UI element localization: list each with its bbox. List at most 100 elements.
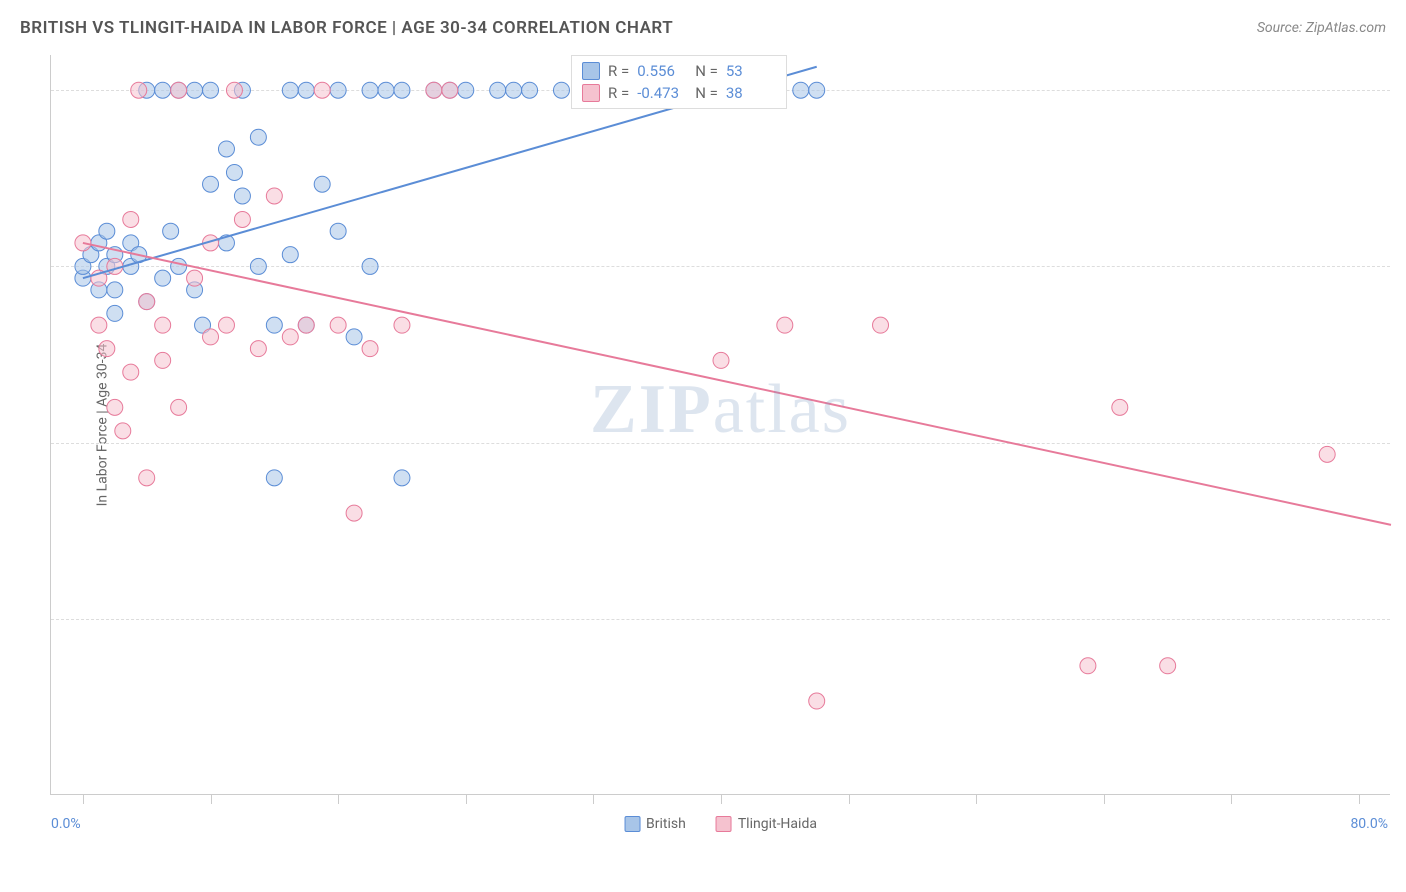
data-point	[163, 223, 179, 239]
data-point	[314, 176, 330, 192]
data-point	[99, 341, 115, 357]
chart-area: In Labor Force | Age 30-34 100.0%85.0%70…	[50, 55, 1390, 795]
data-point	[171, 258, 187, 274]
legend-item: British	[624, 816, 686, 832]
stats-row: R = 0.556 N = 53	[582, 60, 776, 82]
xaxis-min-label: 0.0%	[51, 816, 81, 832]
data-point	[506, 82, 522, 98]
data-point	[394, 82, 410, 98]
chart-source: Source: ZipAtlas.com	[1257, 20, 1386, 36]
xtick	[593, 794, 594, 804]
data-point	[155, 317, 171, 333]
xtick	[1359, 794, 1360, 804]
ytick-label: 55.0%	[1400, 611, 1406, 627]
legend-label: Tlingit-Haida	[738, 816, 817, 832]
data-point	[314, 82, 330, 98]
data-point	[203, 176, 219, 192]
data-point	[1319, 446, 1335, 462]
data-point	[155, 82, 171, 98]
data-point	[107, 399, 123, 415]
data-point	[1160, 658, 1176, 674]
legend-swatch-icon	[582, 84, 600, 102]
stats-box: R = 0.556 N = 53 R = -0.473 N = 38	[571, 55, 787, 109]
data-point	[155, 352, 171, 368]
xtick	[1231, 794, 1232, 804]
legend-item: Tlingit-Haida	[716, 816, 817, 832]
data-point	[394, 470, 410, 486]
xtick	[211, 794, 212, 804]
data-point	[250, 129, 266, 145]
data-point	[218, 141, 234, 157]
data-point	[250, 341, 266, 357]
data-point	[793, 82, 809, 98]
data-point	[171, 82, 187, 98]
data-point	[490, 82, 506, 98]
data-point	[394, 317, 410, 333]
data-point	[187, 82, 203, 98]
data-point	[99, 223, 115, 239]
ytick-label: 70.0%	[1400, 435, 1406, 451]
chart-title: BRITISH VS TLINGIT-HAIDA IN LABOR FORCE …	[20, 18, 673, 38]
legend-swatch-icon	[582, 62, 600, 80]
stat-r-value: -0.473	[637, 84, 687, 102]
stat-r-label: R =	[608, 62, 629, 80]
xaxis-max-label: 80.0%	[1350, 816, 1388, 832]
data-point	[282, 329, 298, 345]
xtick	[721, 794, 722, 804]
legend-swatch-icon	[624, 816, 640, 832]
data-point	[873, 317, 889, 333]
data-point	[250, 258, 266, 274]
scatter-plot	[51, 55, 1390, 794]
data-point	[282, 82, 298, 98]
data-point	[91, 317, 107, 333]
data-point	[203, 82, 219, 98]
data-point	[809, 693, 825, 709]
data-point	[362, 258, 378, 274]
data-point	[1112, 399, 1128, 415]
xtick	[83, 794, 84, 804]
data-point	[107, 282, 123, 298]
stat-r-label: R =	[608, 84, 629, 102]
data-point	[330, 82, 346, 98]
stat-n-label: N =	[695, 84, 718, 102]
legend-swatch-icon	[716, 816, 732, 832]
xtick	[976, 794, 977, 804]
xtick	[338, 794, 339, 804]
data-point	[131, 82, 147, 98]
data-point	[115, 423, 131, 439]
stat-n-label: N =	[695, 62, 718, 80]
data-point	[809, 82, 825, 98]
stat-n-value: 53	[726, 62, 776, 80]
data-point	[155, 270, 171, 286]
data-point	[187, 270, 203, 286]
data-point	[777, 317, 793, 333]
xtick	[466, 794, 467, 804]
data-point	[226, 164, 242, 180]
data-point	[1080, 658, 1096, 674]
data-point	[234, 211, 250, 227]
data-point	[266, 470, 282, 486]
legend-label: British	[646, 816, 686, 832]
ytick-label: 85.0%	[1400, 258, 1406, 274]
data-point	[426, 82, 442, 98]
stat-n-value: 38	[726, 84, 776, 102]
data-point	[330, 317, 346, 333]
data-point	[266, 188, 282, 204]
data-point	[226, 82, 242, 98]
data-point	[553, 82, 569, 98]
data-point	[458, 82, 474, 98]
stats-row: R = -0.473 N = 38	[582, 82, 776, 104]
data-point	[713, 352, 729, 368]
data-point	[107, 305, 123, 321]
data-point	[330, 223, 346, 239]
chart-header: BRITISH VS TLINGIT-HAIDA IN LABOR FORCE …	[20, 18, 1386, 38]
data-point	[298, 317, 314, 333]
data-point	[171, 399, 187, 415]
data-point	[139, 294, 155, 310]
ytick-label: 100.0%	[1400, 82, 1406, 98]
data-point	[298, 82, 314, 98]
data-point	[218, 317, 234, 333]
data-point	[378, 82, 394, 98]
data-point	[234, 188, 250, 204]
data-point	[362, 341, 378, 357]
